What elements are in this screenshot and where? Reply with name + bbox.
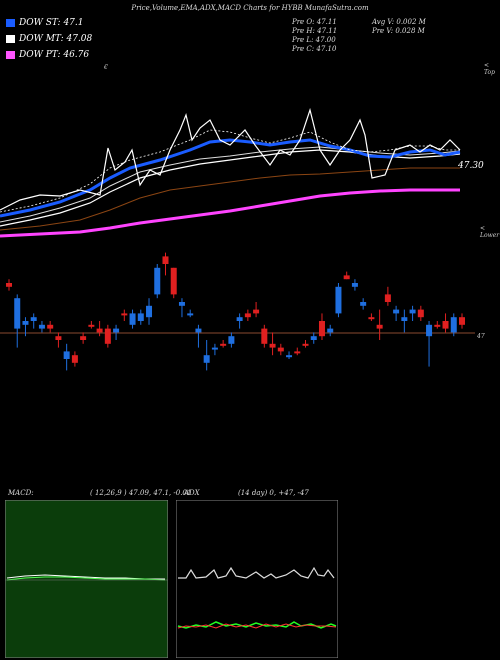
ema-brown-line [0,167,460,231]
candle-body [261,328,268,344]
candle-body [203,355,210,363]
candle-body [401,317,408,321]
ema-lines [0,107,461,238]
candle-body [244,313,251,318]
candle-body [409,309,416,314]
chart-title: Price,Volume,EMA,ADX,MACD Charts for HYB… [131,4,369,12]
legend-st: DOW ST: 47.1 [6,18,84,28]
candle-body [47,324,54,329]
candle-body [178,302,185,306]
candle-body [220,343,227,346]
candle-body [269,343,276,348]
candle-body [459,317,465,325]
candle-body [343,275,350,280]
candle-body [137,313,144,321]
candle-body [63,351,70,359]
legend-st-label: DOW ST: 47.1 [19,18,84,28]
adx-label: ADX [184,489,200,497]
candle-body [154,267,161,295]
macd-panel [5,500,168,658]
adx-minus-line [177,623,337,629]
macd-signal-line [6,576,166,581]
adx-panel [176,500,338,658]
candle-body [80,336,87,340]
stat-prev-open: Pre O: 47.11 [292,18,337,26]
price-line [0,107,461,211]
stat-prev-close: Pre C: 47.10 [292,45,337,53]
candle-body [6,283,12,287]
candle-body [318,321,325,337]
candle-body [450,317,457,333]
candle-body [426,324,433,337]
candle-body [286,355,293,358]
legend-swatch-pt [6,50,15,59]
adx-params: (14 day) 0, +47, -47 [238,489,309,497]
candle-body [393,309,400,314]
candle-body [71,355,78,363]
candle-body [236,317,243,321]
stat-avg-volume: Avg V: 0.002 M [372,18,426,26]
candle-body [14,298,21,329]
top-marker: < Top [484,62,495,76]
legend-mt-label: DOW MT: 47.08 [19,34,93,44]
price-chart [0,107,475,371]
candle-body [22,321,29,325]
candle-body [417,309,424,318]
candle-body [228,336,235,344]
candle-body [442,321,449,329]
legend-mt: DOW MT: 47.08 [6,34,92,44]
candle-body [38,324,45,329]
candle-body [146,305,153,318]
adx-background [176,500,338,658]
macd-label: MACD: [8,489,34,497]
ema-price-label: 47.30 [458,161,484,171]
candle-body [335,286,342,314]
adx-plus-line [177,621,337,629]
candle-body [368,317,375,320]
candle-body [88,324,95,327]
dow-st-line [0,138,461,218]
candle-body [162,256,169,264]
lower-marker: < Lower [480,225,500,239]
candle-body [434,324,441,327]
candle-body [376,324,383,329]
candle-body [170,267,177,295]
candle-body [277,347,284,352]
legend-pt-label: DOW PT: 46.76 [19,50,90,60]
dow-pt-line [0,188,460,238]
candle-body [195,328,202,333]
stat-prev-high: Pre H: 47.11 [292,27,338,35]
candle-body [30,317,37,321]
ema-white2-line [0,146,461,223]
candle-body [327,328,334,333]
candle-body [384,294,391,302]
candle-body [302,343,309,346]
candle-body [253,309,260,314]
candle-body [55,336,62,340]
candle-body [96,328,103,333]
candle-body [351,283,358,287]
candle-body [211,347,218,350]
adx-line [178,566,335,579]
candle-body [310,336,317,340]
legend-swatch-mt [6,34,15,43]
macd-params: ( 12,26,9 ) 47.09, 47.1, -0.01 [90,489,192,497]
candle-body [360,302,367,306]
stat-prev-volume: Pre V: 0.028 M [372,27,425,35]
price-tag: 47 [477,333,485,340]
candle-body [187,313,194,316]
legend-pt: DOW PT: 46.76 [6,50,89,60]
candle-body [121,313,128,316]
stat-prev-low: Pre L: 47.00 [292,36,336,44]
legend-swatch-st [6,18,15,27]
caret-marker: € [104,64,108,71]
candles [6,252,465,371]
candle-body [129,313,136,325]
candle-body [113,328,120,333]
candle-body [104,328,111,344]
candle-body [294,351,301,354]
